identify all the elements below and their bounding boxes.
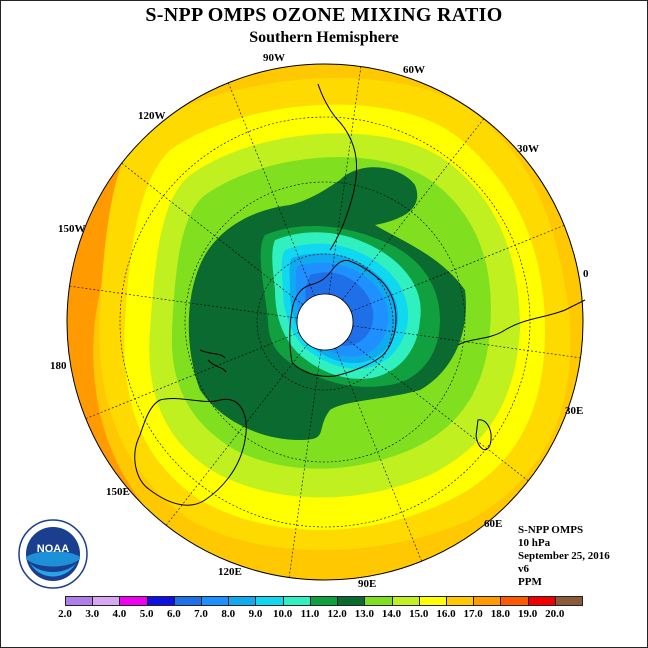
colorbar-swatch xyxy=(282,596,311,606)
colorbar-swatch xyxy=(92,596,121,606)
info-units: PPM xyxy=(518,576,542,588)
colorbar-swatch xyxy=(418,596,447,606)
lon-label-90w: 90W xyxy=(263,52,285,64)
noaa-logo-text: NOAA xyxy=(37,543,69,555)
colorbar-tick-label: 19.0 xyxy=(517,608,538,620)
lon-label-0: 0 xyxy=(583,268,589,280)
australia-coastline xyxy=(134,398,247,506)
colorbar-swatch xyxy=(445,596,475,606)
lon-label-60w: 60W xyxy=(403,64,425,76)
colorbar-tick-label: 3.0 xyxy=(85,608,100,620)
info-level: 10 hPa xyxy=(518,537,551,549)
map-disc-outline xyxy=(66,63,584,581)
antarctica-coastline xyxy=(289,259,397,377)
lon-label-150w: 150W xyxy=(58,223,86,235)
colorbar-tick-label: 16.0 xyxy=(436,608,456,620)
lon-label-60e: 60E xyxy=(484,518,503,530)
colorbar-swatch xyxy=(228,596,257,606)
colorbar-swatch xyxy=(255,596,284,606)
lon-label-120e: 120E xyxy=(218,566,242,578)
colorbar-tick-label: 17.0 xyxy=(463,608,483,620)
colorbar-tick-label: 13.0 xyxy=(354,608,374,620)
colorbar-swatch xyxy=(391,596,420,606)
lon-label-90e: 90E xyxy=(358,578,377,590)
colorbar-tick-label: 5.0 xyxy=(139,608,154,620)
colorbar-swatch xyxy=(201,596,230,606)
colorbar-tick-label: 20.0 xyxy=(545,608,565,620)
colorbar-tick-label: 11.0 xyxy=(300,608,320,620)
colorbar-swatch xyxy=(337,596,366,606)
latitude-gridlines xyxy=(119,116,531,528)
info-instrument: S-NPP OMPS xyxy=(518,524,584,536)
lon-label-30e: 30E xyxy=(565,405,584,417)
page-subtitle: Southern Hemisphere xyxy=(249,29,399,46)
colorbar-tick-label: 6.0 xyxy=(166,608,181,620)
madagascar-coastline xyxy=(475,419,492,451)
colorbar-tick-label: 8.0 xyxy=(221,608,236,620)
africa-coastline xyxy=(457,299,586,346)
lon-label-120w: 120W xyxy=(138,110,166,122)
colorbar-swatch xyxy=(527,596,556,606)
lon-label-150e: 150E xyxy=(106,486,130,498)
colorbar-tick-label: 12.0 xyxy=(327,608,347,620)
colorbar-swatch xyxy=(119,596,148,606)
colorbar-swatch xyxy=(364,596,393,606)
page-title: S-NPP OMPS OZONE MIXING RATIO xyxy=(145,4,503,26)
colorbar-tick-label: 9.0 xyxy=(248,608,263,620)
noaa-logo-icon: NOAA xyxy=(18,519,88,589)
polar-nodata-hole xyxy=(296,293,354,351)
colorbar-swatch xyxy=(65,596,94,606)
colorbar-swatch xyxy=(309,596,339,606)
info-date: September 25, 2016 xyxy=(518,550,610,562)
colorbar-swatch xyxy=(146,596,175,606)
colorbar-tick-label: 15.0 xyxy=(409,608,429,620)
colorbar-tick-label: 18.0 xyxy=(490,608,510,620)
colorbar-tick-label: 14.0 xyxy=(381,608,402,620)
new-zealand-coastline xyxy=(199,349,227,373)
colorbar-tick-label: 4.0 xyxy=(112,608,127,620)
info-version: v6 xyxy=(518,563,529,575)
colorbar-swatch xyxy=(173,596,203,606)
colorbar-swatch xyxy=(473,596,502,606)
south-america-coastline xyxy=(317,83,358,251)
lon-label-180: 180 xyxy=(50,360,67,372)
colorbar-tick-label: 10.0 xyxy=(273,608,293,620)
colorbar-swatch xyxy=(554,596,583,606)
lon-label-30w: 30W xyxy=(517,143,539,155)
colorbar-tick-label: 2.0 xyxy=(58,608,72,620)
colorbar-tick-label: 7.0 xyxy=(194,608,208,620)
colorbar-swatch xyxy=(500,596,529,606)
